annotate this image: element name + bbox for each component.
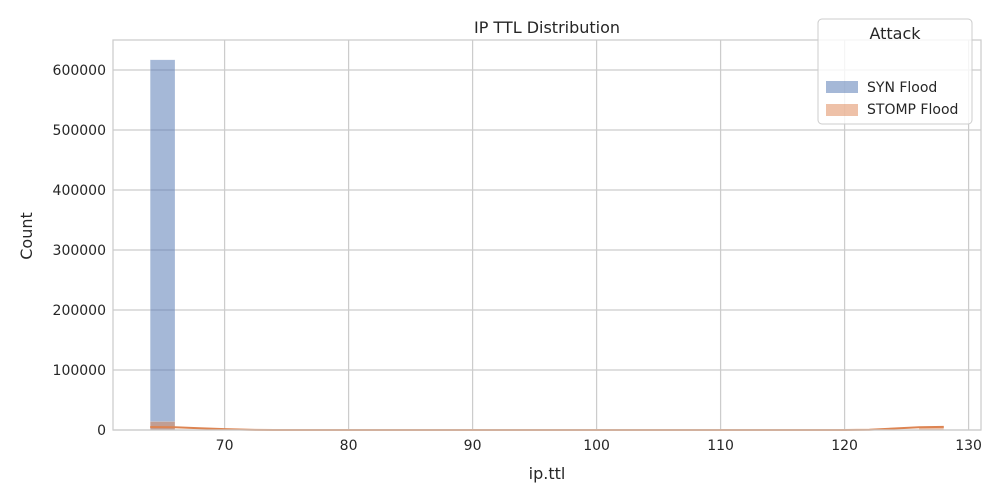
legend-title: Attack (869, 24, 921, 43)
x-tick-label: 130 (955, 438, 982, 454)
y-tick-label: 200000 (53, 303, 106, 319)
x-tick-label: 100 (583, 438, 610, 454)
bar-syn-flood (149, 59, 176, 431)
y-tick-label: 500000 (53, 123, 106, 139)
legend: Attack SYN Flood STOMP Flood (817, 18, 973, 125)
y-tick-label: 600000 (53, 63, 106, 79)
legend-swatch-stomp-flood (826, 104, 858, 116)
y-axis-label: Count (17, 212, 36, 260)
plot-frame (112, 39, 982, 431)
legend-swatch-syn-flood (826, 81, 858, 93)
y-axis-ticks: 0 100000 200000 300000 400000 500000 600000 (53, 63, 106, 439)
legend-label-syn-flood: SYN Flood (867, 80, 937, 96)
bars (149, 59, 945, 431)
x-tick-label: 70 (216, 438, 234, 454)
y-tick-label: 300000 (53, 243, 106, 259)
x-tick-label: 90 (464, 438, 482, 454)
bar-stomp-flood (149, 421, 176, 431)
chart-title: IP TTL Distribution (474, 18, 620, 37)
y-tick-label: 0 (97, 423, 106, 439)
x-axis-ticks: 70 80 90 100 110 120 130 (216, 438, 982, 454)
y-tick-label: 100000 (53, 363, 106, 379)
y-tick-label: 400000 (53, 183, 106, 199)
legend-frame (817, 18, 973, 125)
x-tick-label: 80 (340, 438, 358, 454)
legend-label-stomp-flood: STOMP Flood (867, 102, 958, 118)
x-tick-label: 120 (831, 438, 858, 454)
x-tick-label: 110 (707, 438, 734, 454)
x-axis-label: ip.ttl (529, 464, 566, 483)
